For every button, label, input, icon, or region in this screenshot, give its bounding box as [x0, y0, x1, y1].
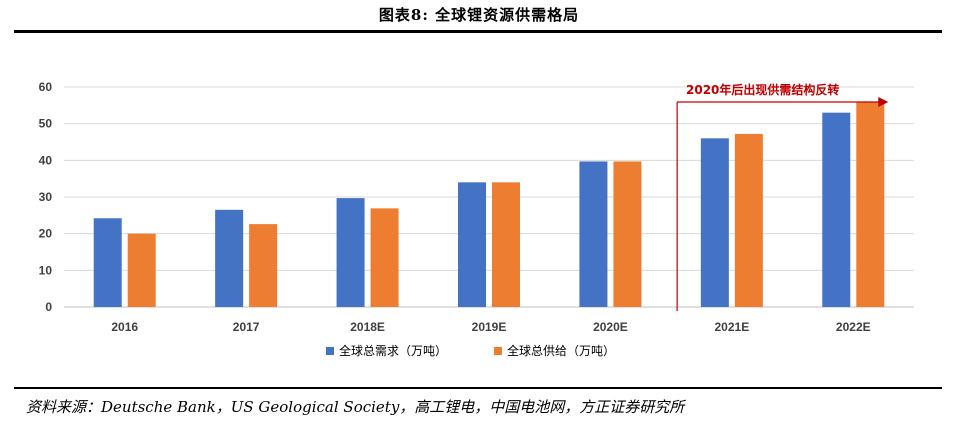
y-tick-label: 20: [39, 227, 53, 241]
x-tick-label: 2016: [111, 320, 138, 334]
x-tick-label: 2019E: [472, 320, 507, 334]
legend-label: 全球总需求（万吨）: [339, 343, 447, 358]
bar-demand-2020E: [579, 161, 608, 307]
y-tick-label: 30: [39, 190, 53, 204]
top-rule: [14, 30, 942, 33]
x-tick-label: 2022E: [836, 320, 871, 334]
bar-demand-2021E: [700, 138, 729, 307]
x-tick-label: 2020E: [593, 320, 628, 334]
bar-demand-2022E: [822, 112, 851, 308]
bar-supply-2016: [127, 233, 156, 307]
source-note: 资料来源：Deutsche Bank，US Geological Society…: [26, 398, 685, 416]
x-tick-label: 2017: [233, 320, 260, 334]
legend-label: 全球总供给（万吨）: [507, 343, 615, 358]
x-tick-label: 2021E: [715, 320, 750, 334]
y-tick-label: 10: [39, 263, 53, 277]
bottom-rule: [14, 387, 942, 389]
y-tick-label: 60: [39, 80, 53, 94]
y-tick-label: 40: [39, 153, 53, 167]
legend: 全球总需求（万吨） 全球总供给（万吨）: [326, 343, 615, 358]
bar-chart: 0 10 20 30 40 50 60 2016 2017 2018E 2019E 2020E 202…: [39, 80, 914, 358]
gridlines: [64, 86, 914, 308]
bar-supply-2019E: [492, 182, 520, 307]
y-tick-label: 50: [39, 117, 53, 131]
legend-swatch: [326, 347, 334, 355]
bars: [93, 102, 885, 308]
bar-supply-2022E: [856, 102, 885, 308]
bar-demand-2016: [93, 218, 122, 307]
bar-supply-2021E: [734, 133, 763, 307]
bar-demand-2018E: [336, 198, 365, 307]
annotation: 2020年后出现供需结构反转: [676, 82, 889, 311]
annotation-text: 2020年后出现供需结构反转: [686, 82, 839, 97]
figure-title: 图表8: 全球锂资源供需格局: [378, 6, 580, 24]
y-axis-ticks: 0 10 20 30 40 50 60: [39, 80, 53, 314]
y-tick-label: 0: [45, 300, 52, 314]
bar-demand-2019E: [458, 182, 486, 307]
legend-swatch: [494, 347, 502, 355]
x-tick-label: 2018E: [350, 320, 385, 334]
annotation-arrow-icon: [878, 97, 889, 107]
x-axis-ticks: 2016 2017 2018E 2019E 2020E 2021E 2022E: [111, 320, 870, 334]
bar-supply-2018E: [370, 208, 399, 307]
bar-supply-2017: [249, 224, 278, 307]
bar-supply-2020E: [613, 161, 642, 307]
bar-demand-2017: [215, 209, 244, 307]
